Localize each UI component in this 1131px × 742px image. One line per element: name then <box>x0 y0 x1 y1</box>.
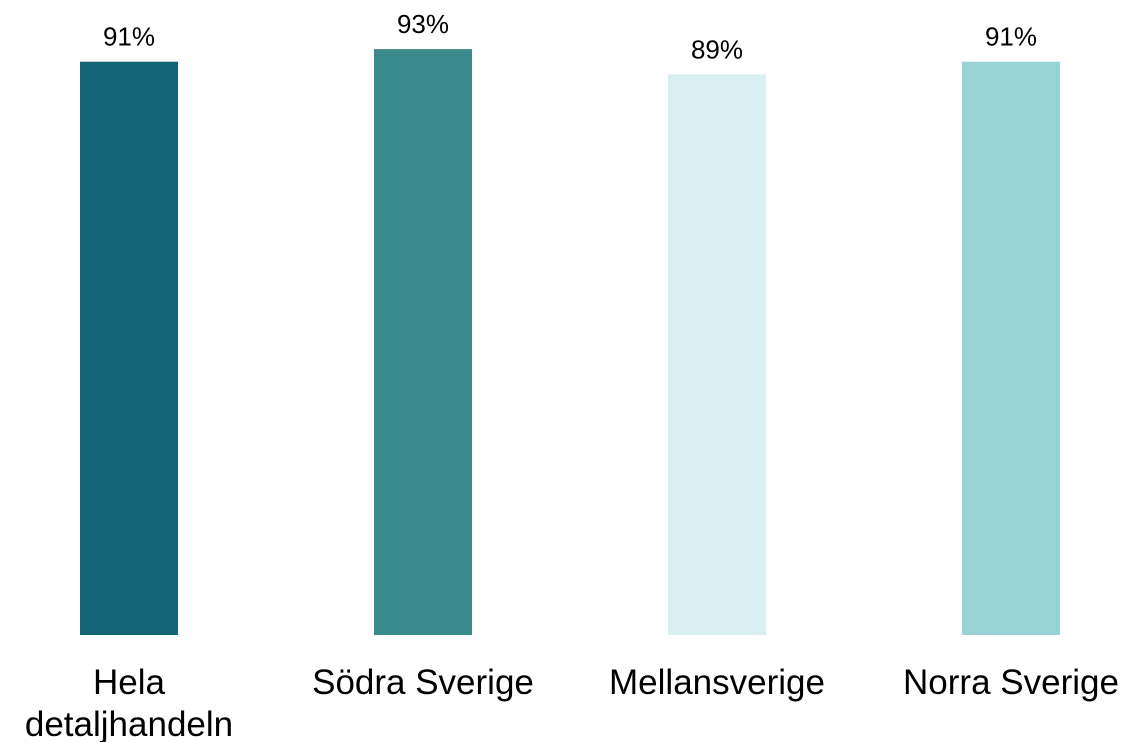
x-tick-label: Hela detaljhandeln <box>24 663 234 742</box>
bar <box>374 49 472 636</box>
value-label: 91% <box>103 22 155 52</box>
x-tick-label: Norra Sverige <box>903 663 1119 702</box>
bar <box>80 61 178 635</box>
value-label: 89% <box>691 34 743 64</box>
bar <box>962 61 1060 635</box>
bar <box>668 74 766 636</box>
x-tick-label: Mellansverige <box>609 663 825 702</box>
x-tick-label: Södra Sverige <box>312 663 534 702</box>
value-label: 91% <box>985 22 1037 52</box>
value-label: 93% <box>397 9 449 39</box>
